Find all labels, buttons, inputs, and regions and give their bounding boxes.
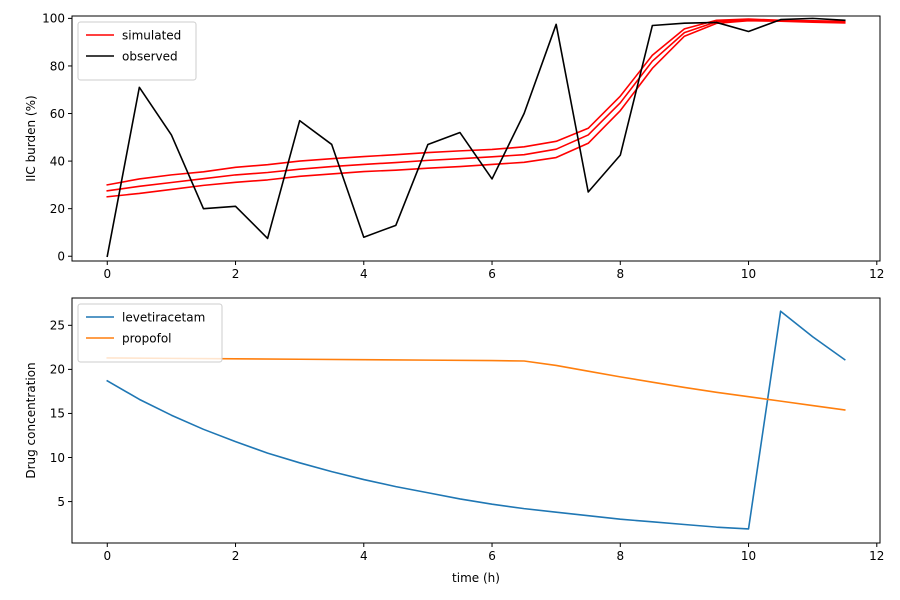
x-tick-label: 2 bbox=[232, 267, 240, 281]
legend-label: observed bbox=[122, 49, 178, 63]
legend-label: propofol bbox=[122, 331, 172, 345]
y-tick-label: 5 bbox=[57, 495, 65, 509]
x-axis-label: time (h) bbox=[452, 571, 500, 585]
legend-box bbox=[77, 303, 223, 363]
x-tick-label: 10 bbox=[741, 267, 756, 281]
legend-label: levetiracetam bbox=[122, 310, 205, 324]
series-line-levetiracetam bbox=[106, 310, 846, 530]
y-tick-label: 60 bbox=[50, 107, 65, 121]
series-group bbox=[106, 17, 846, 258]
x-tick-label: 12 bbox=[869, 549, 884, 563]
x-tick-label: 8 bbox=[616, 549, 624, 563]
y-axis-label: Drug concentration bbox=[24, 362, 38, 478]
x-tick-label: 0 bbox=[103, 267, 111, 281]
y-tick-label: 40 bbox=[50, 154, 65, 168]
series-line-4 bbox=[106, 17, 846, 258]
y-tick-label: 25 bbox=[50, 319, 65, 333]
chart-panel-2: 0 2 4 6 8 10 12 5 10 15 20 25 Drug concentration time… bbox=[24, 297, 884, 585]
x-tick-label: 10 bbox=[741, 549, 756, 563]
y-tick-label: 20 bbox=[50, 202, 65, 216]
y-axis-label: IIC burden (%) bbox=[24, 95, 38, 181]
legend-label: simulated bbox=[122, 28, 181, 42]
x-tick-label: 8 bbox=[616, 267, 624, 281]
y-tick-label: 10 bbox=[50, 451, 65, 465]
x-tick-label: 4 bbox=[360, 549, 368, 563]
y-tick-label: 20 bbox=[50, 363, 65, 377]
x-tick-label: 2 bbox=[232, 549, 240, 563]
x-tick-label: 0 bbox=[103, 549, 111, 563]
y-tick-label: 0 bbox=[57, 250, 65, 264]
x-tick-label: 4 bbox=[360, 267, 368, 281]
x-tick-label: 6 bbox=[488, 267, 496, 281]
series-line-2 bbox=[106, 19, 846, 192]
chart-panel-1: 0 2 4 6 8 10 12 0 20 40 60 80 100 IIC burden (%) simul… bbox=[24, 12, 884, 281]
legend-box bbox=[77, 21, 197, 81]
x-tick-label: 12 bbox=[869, 267, 884, 281]
plot-frame bbox=[71, 15, 881, 262]
series-line-propofol bbox=[106, 357, 846, 411]
series-group bbox=[106, 310, 846, 530]
x-tick-label: 6 bbox=[488, 549, 496, 563]
y-tick-label: 15 bbox=[50, 407, 65, 421]
y-tick-label: 80 bbox=[50, 59, 65, 73]
y-tick-label: 100 bbox=[42, 12, 65, 26]
plot-frame bbox=[71, 297, 881, 544]
series-line-3 bbox=[106, 19, 846, 198]
series-line-1 bbox=[106, 18, 846, 186]
